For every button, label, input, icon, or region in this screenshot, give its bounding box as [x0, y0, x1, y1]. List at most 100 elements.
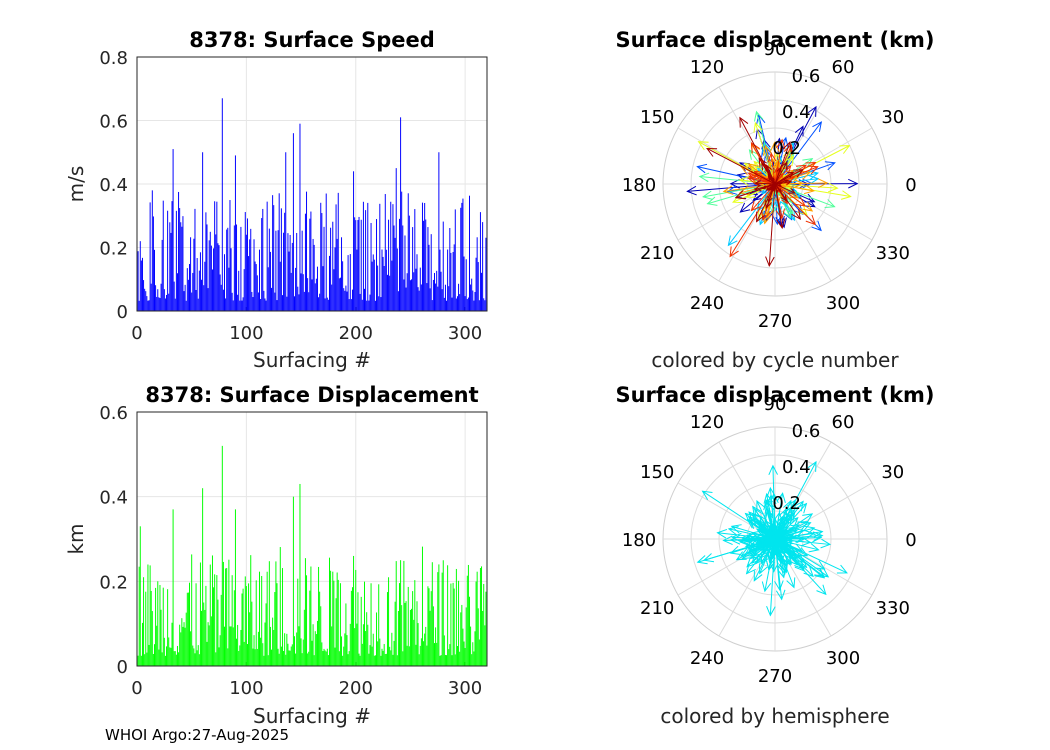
- displacement-arrow: [735, 183, 776, 199]
- bar: [296, 632, 298, 666]
- bar: [374, 300, 376, 311]
- bar: [431, 562, 433, 666]
- bar: [271, 287, 273, 311]
- bar: [184, 284, 186, 311]
- arrow-head: [797, 205, 808, 216]
- arrow-head: [794, 125, 804, 137]
- bar: [152, 653, 154, 666]
- bar: [413, 272, 415, 311]
- bar: [302, 639, 304, 666]
- bar: [225, 298, 227, 311]
- arrow-head: [748, 149, 759, 160]
- bar: [168, 637, 170, 666]
- bar: [214, 574, 216, 666]
- speed-ytick: 0: [117, 302, 128, 323]
- bar: [240, 226, 242, 311]
- bar: [216, 575, 218, 666]
- arrow-head: [776, 218, 786, 230]
- bar: [140, 260, 142, 311]
- arrow-head: [805, 162, 817, 171]
- bar: [475, 257, 477, 311]
- bar: [147, 564, 149, 666]
- bar: [339, 583, 341, 666]
- bar: [239, 645, 241, 666]
- bar: [198, 270, 200, 311]
- arrow-head: [765, 536, 770, 540]
- arrow-head: [811, 532, 823, 543]
- displacement-ytick: 0.6: [99, 403, 128, 424]
- arrow-head: [824, 199, 836, 209]
- bar: [346, 291, 348, 311]
- bar: [181, 226, 183, 311]
- bar: [408, 215, 410, 311]
- arrow-head: [775, 138, 786, 150]
- bar: [183, 291, 185, 311]
- polar-angle-label: 180: [622, 530, 656, 551]
- bar: [242, 297, 244, 311]
- displacement-arrow: [757, 538, 776, 551]
- arrow-head: [722, 185, 734, 195]
- bar: [455, 568, 457, 666]
- arrow-head: [739, 202, 751, 213]
- arrow-head: [794, 500, 804, 512]
- bar: [444, 654, 446, 666]
- bar: [337, 192, 339, 311]
- bar: [432, 279, 434, 311]
- bar: [381, 648, 383, 666]
- bar: [377, 641, 379, 666]
- bar: [288, 650, 290, 666]
- bar: [357, 220, 359, 311]
- bar: [313, 655, 315, 666]
- bar: [228, 559, 230, 666]
- bar: [446, 300, 448, 311]
- bar: [187, 279, 189, 311]
- displacement-arrow: [770, 495, 776, 540]
- bar: [302, 274, 304, 311]
- bar: [283, 232, 285, 311]
- arrow-head: [716, 528, 728, 539]
- polar-cycle-subtitle: colored by cycle number: [651, 348, 899, 372]
- bar: [325, 651, 327, 666]
- bar: [162, 587, 164, 666]
- bar: [299, 483, 301, 666]
- arrow-head: [814, 568, 826, 579]
- bar: [324, 298, 326, 311]
- polar-angle-label: 270: [758, 666, 792, 687]
- bar: [458, 283, 460, 311]
- bar: [272, 617, 274, 666]
- bar: [348, 651, 350, 666]
- bar: [159, 298, 161, 311]
- arrow-head: [698, 172, 710, 183]
- bar: [244, 576, 246, 666]
- bar: [180, 632, 182, 666]
- bar: [415, 644, 417, 666]
- bar: [329, 557, 330, 666]
- bar: [385, 249, 387, 311]
- bar: [196, 258, 198, 311]
- bar: [199, 252, 201, 311]
- arrow-head: [735, 551, 747, 561]
- bar: [472, 642, 474, 666]
- bar: [372, 254, 374, 311]
- bar: [355, 220, 357, 311]
- bar: [396, 248, 398, 311]
- bar: [199, 562, 201, 666]
- bar: [246, 644, 248, 666]
- bar: [320, 606, 322, 666]
- bar: [360, 219, 362, 311]
- bar: [232, 300, 234, 311]
- arrow-head: [753, 110, 764, 122]
- bar: [421, 202, 423, 311]
- bar: [466, 299, 468, 311]
- bar: [308, 651, 310, 666]
- polar-radius-label: 0.6: [792, 421, 821, 442]
- bar: [353, 555, 355, 666]
- bar: [481, 272, 483, 311]
- displacement-arrow: [767, 501, 776, 540]
- bar: [378, 584, 380, 666]
- bar: [356, 623, 358, 666]
- bar: [416, 254, 418, 311]
- bar: [335, 204, 337, 311]
- arrow-head: [769, 562, 779, 573]
- arrow-head: [807, 460, 817, 472]
